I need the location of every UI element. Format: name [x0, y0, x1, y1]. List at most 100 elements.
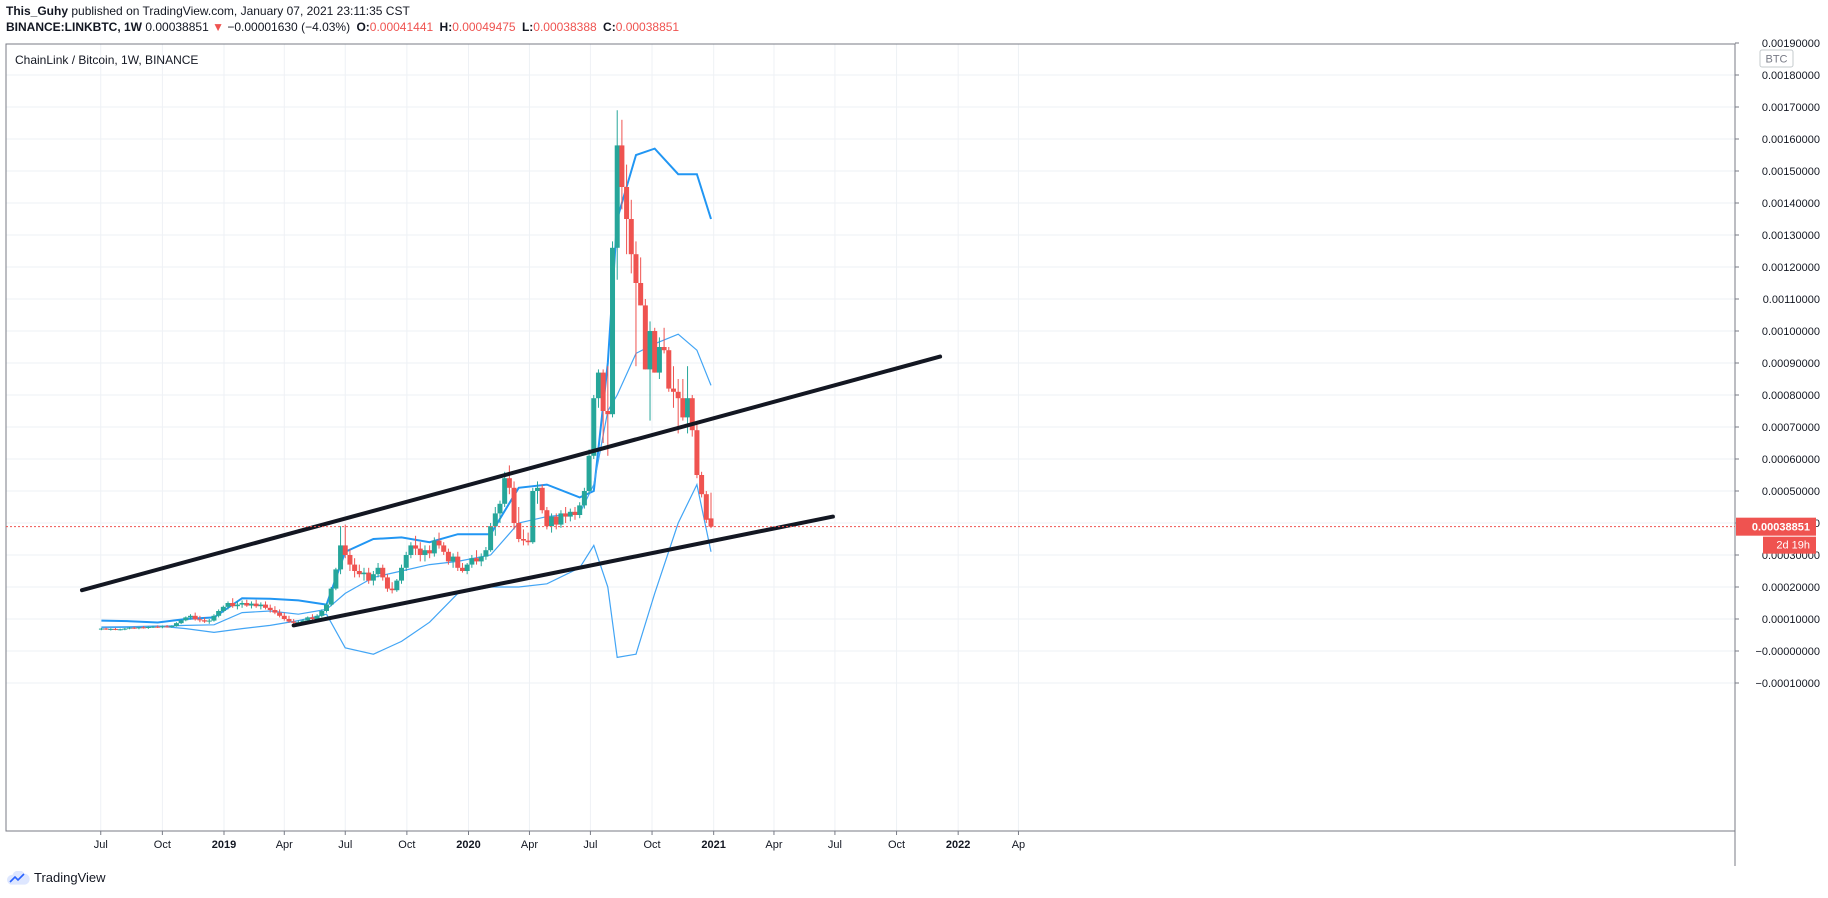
candle-body [389, 588, 395, 591]
y-tick-label: 0.00160000 [1762, 134, 1820, 146]
candle-body [220, 606, 226, 611]
candle-body [244, 603, 250, 606]
currency-badge: BTC [1759, 49, 1794, 68]
candle-body [122, 628, 128, 630]
candle-body [206, 620, 212, 622]
candle-body [581, 491, 587, 506]
trendline-upper-channel[interactable] [79, 354, 943, 593]
candle-body [520, 539, 526, 541]
candle-body [366, 572, 372, 581]
candle-body [291, 621, 297, 623]
candle-body [155, 626, 161, 628]
y-tick-label: 0.00080000 [1762, 390, 1820, 402]
candle-body [549, 516, 555, 527]
candle-body [511, 487, 517, 523]
candle-body [530, 491, 536, 543]
trendlines[interactable] [79, 354, 943, 628]
plot-frame [5, 43, 1736, 832]
symbol-info: BINANCE:LINKBTC, 1W 0.00038851 ▼ −0.0000… [6, 20, 679, 34]
y-tick-label: 0.00180000 [1762, 70, 1820, 82]
currency-label: BTC [1766, 54, 1788, 66]
candle-body [464, 564, 470, 571]
candle-body [408, 545, 414, 555]
x-tick-label: Oct [888, 839, 905, 851]
candle-body [670, 388, 676, 392]
candle-body [595, 372, 601, 399]
high-value: 0.00049475 [452, 20, 516, 34]
candle-body [178, 620, 184, 624]
candle-body [525, 540, 531, 543]
candle-body [708, 518, 714, 527]
candle-body [159, 626, 165, 628]
candle-body [127, 627, 133, 629]
x-tick-label: 2022 [946, 839, 970, 851]
candle-body [267, 607, 273, 611]
candle-body [647, 331, 653, 370]
down-arrow-icon: ▼ [212, 20, 224, 34]
candle-body [192, 615, 198, 620]
candle-body [338, 545, 344, 570]
candle-body [225, 603, 231, 607]
x-tick-label: Ap [1012, 839, 1025, 851]
candle-body [689, 398, 695, 431]
candle-body [577, 505, 583, 515]
candle-body [680, 398, 686, 418]
candle-body [169, 626, 175, 628]
candle-body [394, 580, 400, 591]
candle-body [211, 615, 217, 621]
open-value: 0.00041441 [369, 20, 434, 34]
trendline-lower-channel[interactable] [291, 514, 835, 628]
y-tick-label: 0.00150000 [1762, 166, 1820, 178]
candle-body [417, 548, 423, 555]
band-middle [101, 333, 712, 629]
y-tick-label: −0.00010000 [1755, 678, 1820, 690]
x-tick-label: Apr [521, 839, 538, 851]
x-tick-label: 2019 [212, 839, 236, 851]
y-tick-label: 0.00100000 [1762, 326, 1820, 338]
countdown-label: 2d 19h [1776, 540, 1810, 552]
x-tick-label: Apr [765, 839, 782, 851]
tradingview-logo[interactable]: TradingView [6, 870, 106, 885]
candle-body [108, 628, 114, 630]
candle-body [699, 475, 705, 495]
price-axis[interactable]: 0.00190000 0.00180000 0.00170000 0.00160000… [1735, 38, 1820, 690]
candle-body [248, 603, 254, 606]
candle-body [323, 604, 329, 611]
candle-body [567, 511, 573, 517]
candle-body [591, 398, 597, 456]
x-tick-label: Jul [828, 839, 842, 851]
candle-body [413, 545, 419, 549]
candle-body [281, 615, 287, 619]
candle-body [600, 372, 606, 411]
candle-body [427, 550, 433, 554]
candle-body [605, 411, 611, 415]
candle-body [436, 540, 442, 546]
y-tick-label: 0.00020000 [1762, 582, 1820, 594]
candle-body [516, 523, 522, 539]
time-axis[interactable]: Jul Oct 2019 Apr Jul Oct 2020 Apr Jul Oct 2021 Apr J… [94, 831, 1025, 851]
candle-body [445, 551, 451, 562]
candle-body [352, 564, 358, 571]
candle-body [474, 558, 480, 562]
y-tick-label: 0.00120000 [1762, 262, 1820, 274]
candle-body [380, 567, 386, 578]
published-text: published on TradingView.com, January 07… [71, 4, 410, 18]
low-value: 0.00038388 [533, 20, 597, 34]
author-name[interactable]: This_Guhy [6, 4, 69, 18]
candle-body [197, 619, 203, 621]
y-tick-label: 0.00010000 [1762, 614, 1820, 626]
candle-body [173, 623, 179, 627]
candle-body [675, 391, 681, 399]
candle-body [150, 626, 156, 628]
candle-body [694, 430, 700, 475]
candle-body [656, 347, 662, 373]
x-tick-label: Oct [154, 839, 171, 851]
candle-body [441, 545, 447, 552]
candle-body [450, 556, 456, 562]
candle-body [403, 555, 409, 568]
candle-body [553, 516, 559, 525]
candle-body [534, 487, 540, 491]
candle-body [375, 567, 381, 575]
y-tick-label: 0.00050000 [1762, 486, 1820, 498]
